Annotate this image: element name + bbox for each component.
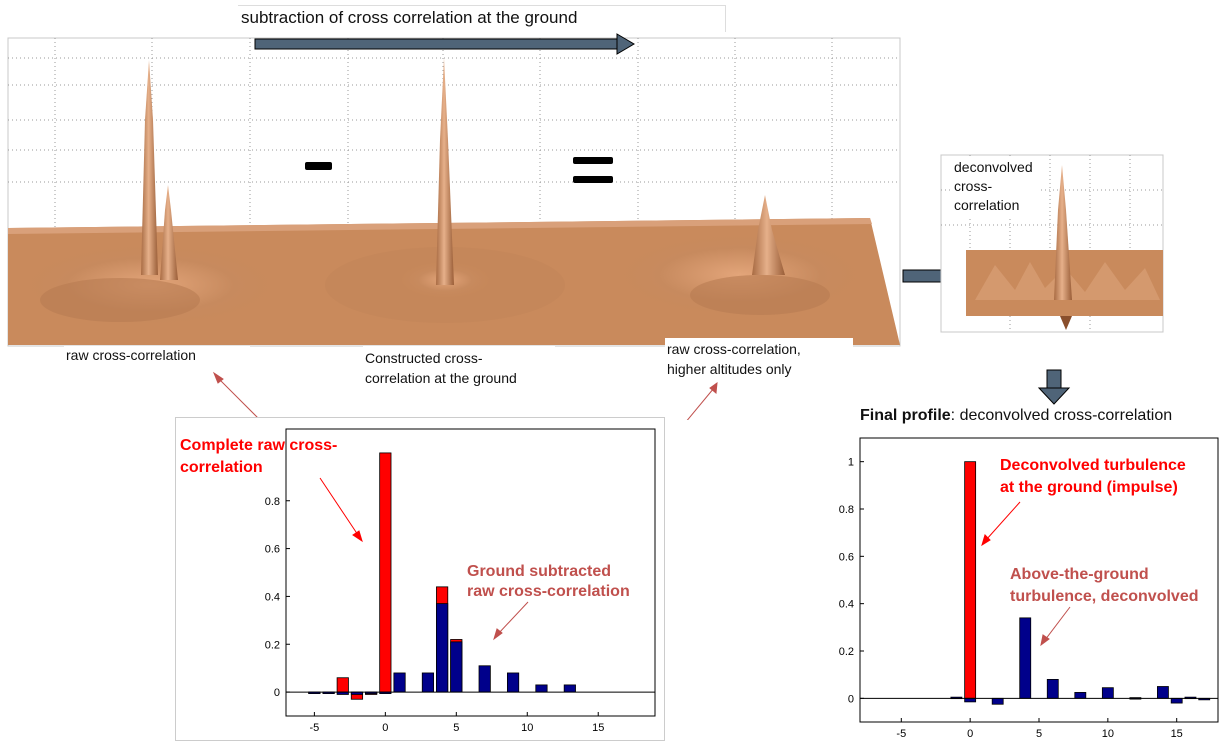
higher-surface bbox=[605, 195, 875, 320]
left-chart-navy-bar bbox=[563, 684, 576, 693]
left-chart-y-tick-label: 0 bbox=[274, 687, 280, 699]
higher-label-line1: raw cross-correlation, bbox=[667, 341, 801, 357]
right-chart-x-tick-label: 10 bbox=[1102, 728, 1114, 740]
subtraction-label: subtraction of cross correlation at the … bbox=[241, 8, 578, 27]
final-profile-bold: Final profile bbox=[860, 407, 951, 424]
right-chart-y-tick-label: 0 bbox=[848, 693, 854, 705]
deconvolved-ground-line1: Deconvolved turbulence bbox=[1000, 457, 1186, 474]
right-chart-navy-bar bbox=[1074, 692, 1087, 699]
ground-label-box bbox=[363, 346, 555, 386]
right-chart-x-tick-label: 0 bbox=[967, 728, 973, 740]
right-chart-x-tick-label: -5 bbox=[896, 728, 906, 740]
complete-raw-label-line2: correlation bbox=[180, 459, 263, 476]
left-chart-navy-bar bbox=[506, 672, 520, 693]
left-chart-frame bbox=[175, 417, 665, 741]
deconv-label-line2: cross- bbox=[954, 178, 993, 194]
left-chart-x-tick-label: 5 bbox=[453, 722, 459, 734]
right-chart-y-tick-label: 0.2 bbox=[839, 646, 854, 658]
left-chart-x-tick-label: 0 bbox=[382, 722, 388, 734]
right-chart-navy-bar bbox=[1046, 678, 1059, 699]
final-profile-title: Final profile: deconvolved cross-correla… bbox=[860, 406, 1172, 426]
left-chart-navy-bar bbox=[478, 665, 491, 693]
ground-surface bbox=[325, 58, 565, 323]
left-chart-x-tick-label: 10 bbox=[521, 722, 533, 734]
raw-label-box bbox=[64, 346, 250, 366]
deconv-label-box bbox=[950, 156, 1040, 216]
right-bar-chart: -5 0 5 10 15 0 0.2 0.4 0.6 0.8 1 bbox=[839, 437, 1219, 740]
raw-cross-correlation-label: raw cross-correlation bbox=[66, 347, 196, 363]
deconv-label-line1: deconvolved bbox=[954, 159, 1033, 175]
leader-lines-top bbox=[212, 371, 718, 420]
deconv-label-line3: correlation bbox=[954, 197, 1020, 213]
left-chart-navy-bar bbox=[393, 672, 406, 693]
complete-raw-label-line1: Complete raw cross- bbox=[180, 437, 338, 454]
left-chart-x-tick-label: 15 bbox=[592, 722, 604, 734]
left-chart-navy-bar bbox=[421, 672, 435, 693]
surface-illustration bbox=[7, 33, 1164, 420]
right-chart-y-tick-label: 0.6 bbox=[839, 551, 854, 563]
deconvolved-ground-line2: at the ground (impulse) bbox=[1000, 479, 1178, 496]
left-chart-y-tick-label: 0.2 bbox=[265, 639, 280, 651]
right-chart-navy-bar bbox=[964, 697, 977, 703]
left-chart-axes bbox=[285, 428, 656, 717]
ground-subtracted-line1: Ground subtracted bbox=[467, 563, 612, 580]
right-chart-y-tick-label: 0.4 bbox=[839, 599, 854, 611]
left-chart-navy-bar bbox=[535, 684, 548, 693]
left-chart-red-bar bbox=[336, 677, 349, 693]
right-chart-y-tick-label: 0.8 bbox=[839, 504, 854, 516]
ground-subtracted-line2: raw cross-correlation bbox=[467, 583, 630, 600]
left-chart-x-tick-label: -5 bbox=[309, 722, 319, 734]
left-bar-chart: -5 0 5 10 15 0 0.2 0.4 0.6 0.8 bbox=[265, 428, 656, 734]
left-chart-navy-bar bbox=[436, 603, 449, 693]
minus-sign bbox=[305, 162, 332, 170]
right-chart-navy-bar bbox=[991, 697, 1004, 705]
left-chart-navy-bar bbox=[450, 641, 463, 693]
arrow-label-box bbox=[238, 5, 726, 32]
final-profile-rest: : deconvolved cross-correlation bbox=[950, 407, 1173, 424]
right-chart-navy-bar bbox=[1157, 686, 1169, 699]
raw-surface bbox=[10, 60, 290, 330]
ground-label-line2: correlation at the ground bbox=[365, 370, 517, 386]
ground-label-line1: Constructed cross- bbox=[365, 350, 483, 366]
final-title-box bbox=[858, 405, 1228, 429]
right-chart-y-tick-label: 1 bbox=[848, 457, 854, 469]
right-chart-x-tick-label: 15 bbox=[1171, 728, 1183, 740]
right-chart-navy-bar bbox=[1170, 697, 1183, 704]
left-chart-y-tick-label: 0.4 bbox=[265, 591, 280, 603]
right-chart-red-bar bbox=[964, 461, 977, 699]
left-chart-y-tick-label: 0.8 bbox=[265, 496, 280, 508]
above-ground-line2: turbulence, deconvolved bbox=[1010, 588, 1199, 605]
equals-sign bbox=[573, 157, 613, 183]
higher-label-box bbox=[665, 338, 853, 380]
left-chart-red-bar bbox=[379, 452, 392, 693]
subtraction-arrow bbox=[254, 33, 635, 55]
right-chart-x-tick-label: 5 bbox=[1036, 728, 1042, 740]
right-chart-navy-bar bbox=[1101, 687, 1114, 699]
left-chart-y-tick-label: 0.6 bbox=[265, 544, 280, 556]
higher-label-line2: higher altitudes only bbox=[667, 361, 792, 377]
right-chart-navy-bar bbox=[1019, 617, 1032, 699]
above-ground-line1: Above-the-ground bbox=[1010, 566, 1149, 583]
down-arrow bbox=[1037, 369, 1071, 405]
